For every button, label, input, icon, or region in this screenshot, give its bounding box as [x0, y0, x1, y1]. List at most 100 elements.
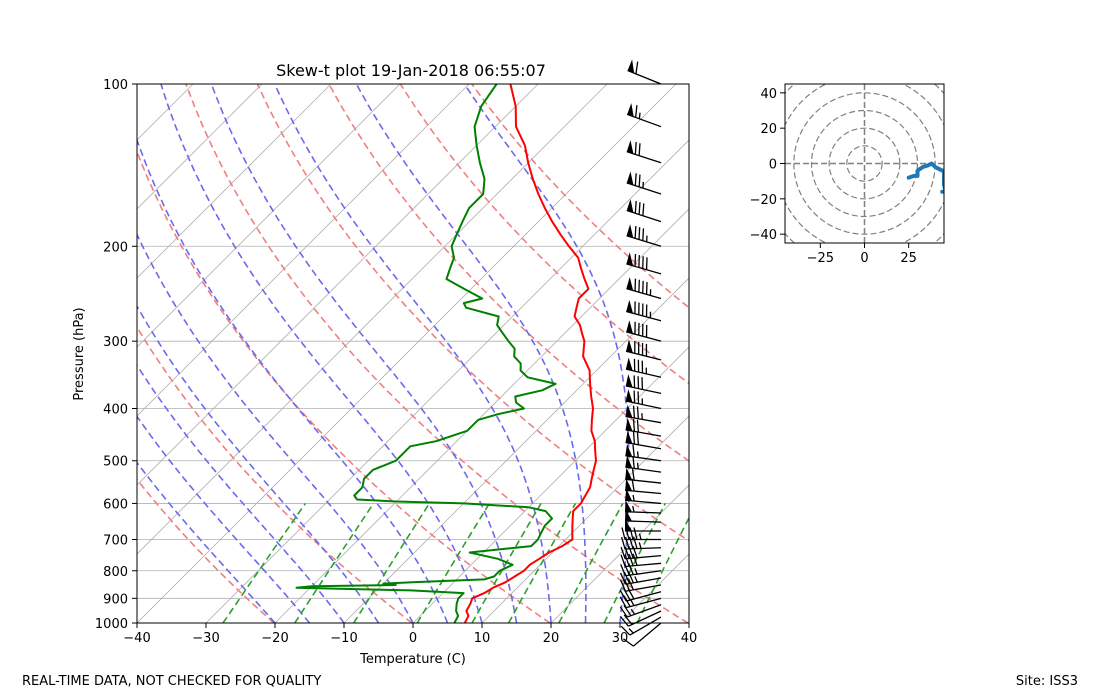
wind-barb: [624, 499, 662, 514]
x-tick-label: −10: [330, 631, 357, 646]
dry-adiabat: [137, 478, 275, 623]
skewt-title: Skew-t plot 19-Jan-2018 06:55:07: [276, 61, 546, 80]
skewt-background-lines: [137, 84, 689, 623]
dry-adiabat: [471, 84, 689, 309]
mixing-ratio-line: [636, 516, 689, 623]
x-tick-label: 10: [474, 631, 491, 646]
mixing-ratio-line: [558, 503, 624, 623]
wind-barb: [626, 103, 662, 128]
isotherm-gridline: [137, 84, 401, 348]
wind-barb: [620, 616, 662, 636]
moist-adiabat: [273, 84, 552, 623]
hodograph-y-tick-label: 20: [760, 122, 777, 137]
mixing-ratio-line: [416, 502, 491, 623]
wind-barb: [625, 357, 662, 378]
isotherm-gridline: [137, 84, 470, 417]
dry-adiabat: [137, 149, 551, 623]
isotherm-gridline: [205, 139, 689, 623]
moist-adiabat: [210, 84, 518, 623]
wind-barb: [626, 299, 662, 322]
hodograph-x-tick-label: 25: [900, 251, 917, 266]
site-label: Site: ISS3: [1015, 674, 1078, 689]
x-tick-label: 40: [681, 631, 698, 646]
mixing-ratio-line: [294, 502, 375, 623]
y-tick-label: 100: [103, 78, 128, 93]
isotherm-gridline: [137, 84, 608, 555]
x-tick-label: 30: [612, 631, 629, 646]
skewt-traces: [295, 84, 597, 623]
mixing-ratio-line: [603, 503, 667, 623]
isotherm-gridline: [137, 84, 677, 623]
wind-barb: [625, 478, 662, 495]
wind-barb: [625, 389, 662, 410]
dry-adiabat: [185, 84, 689, 623]
moist-adiabat: [137, 137, 449, 623]
wind-barb: [626, 199, 662, 223]
hodograph-panel: −25 0 25 −40 −20 0 20 40: [750, 83, 945, 266]
dry-adiabat: [328, 84, 689, 462]
wind-barb: [625, 488, 662, 505]
isotherm-gridline: [619, 553, 689, 623]
wind-barb: [625, 374, 662, 395]
dry-adiabat: [399, 84, 689, 385]
temperature-trace: [463, 84, 597, 623]
moist-adiabat: [137, 363, 345, 623]
mixing-ratio-line: [353, 502, 431, 623]
hodograph-y-tick-label: 0: [769, 158, 777, 173]
mixing-ratio-line: [507, 503, 577, 623]
dewpoint-trace: [295, 84, 557, 623]
isotherm-gridline: [137, 84, 539, 486]
isotherm-gridline: [481, 415, 689, 623]
hodograph-x-tick-label: 0: [860, 251, 868, 266]
wind-barb: [619, 604, 662, 618]
isotherm-gridline: [274, 208, 689, 623]
mixing-ratio-line: [222, 502, 307, 623]
wind-barb: [625, 518, 661, 532]
skewt-x-axis-label: Temperature (C): [359, 652, 466, 667]
x-tick-label: −40: [123, 631, 150, 646]
wind-barb: [625, 418, 662, 437]
y-tick-label: 300: [103, 335, 128, 350]
wind-barb: [625, 430, 662, 450]
x-tick-label: −20: [261, 631, 288, 646]
wind-barb: [625, 404, 662, 424]
isotherm-gridline: [550, 484, 689, 623]
skewt-y-axis-label: Pressure (hPa): [72, 307, 87, 400]
isotherm-gridline: [137, 84, 332, 279]
moist-adiabat: [160, 84, 483, 623]
hodograph-x-tick-label: −25: [807, 251, 834, 266]
wind-barb: [620, 610, 662, 627]
skewt-plot-frame: [136, 83, 690, 624]
wind-barb: [620, 553, 662, 568]
x-tick-label: 0: [409, 631, 417, 646]
hodograph-y-tick-label: −20: [750, 193, 777, 208]
hodograph-ticks: −25 0 25 −40 −20 0 20 40: [750, 87, 917, 266]
quality-disclaimer: REAL-TIME DATA, NOT CHECKED FOR QUALITY: [22, 674, 322, 689]
isotherm-gridline: [343, 277, 689, 623]
wind-barb: [626, 171, 662, 195]
wind-barb: [620, 545, 662, 560]
wind-barb: [625, 455, 662, 473]
moist-adiabat: [355, 84, 587, 623]
y-tick-label: 400: [103, 403, 128, 418]
isotherm-gridline: [412, 346, 689, 623]
wind-barb: [626, 277, 662, 300]
dry-adiabat: [137, 325, 413, 623]
moist-adiabat: [137, 415, 311, 623]
wind-barb: [626, 320, 662, 342]
moist-adiabat: [463, 84, 630, 623]
y-tick-label: 900: [103, 592, 128, 607]
y-tick-label: 1000: [95, 617, 128, 632]
wind-barb: [625, 467, 662, 484]
y-tick-label: 200: [103, 240, 128, 255]
wind-barb: [627, 59, 662, 85]
x-tick-label: 20: [543, 631, 560, 646]
wind-barb: [623, 622, 662, 647]
range-ring: [810, 109, 919, 218]
wind-barb: [619, 571, 662, 585]
hodograph-y-tick-label: −40: [750, 228, 777, 243]
hodograph-line: [906, 161, 944, 194]
wind-barb: [625, 339, 662, 361]
wind-barb: [626, 224, 662, 247]
